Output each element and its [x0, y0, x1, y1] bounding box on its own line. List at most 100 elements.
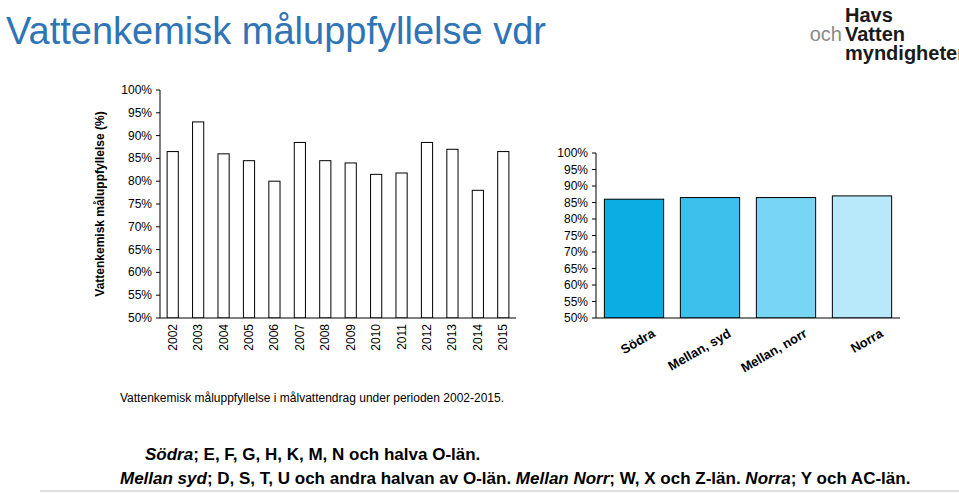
y-tick-label: 85% — [128, 151, 152, 165]
y-tick — [592, 219, 596, 220]
y-tick — [592, 169, 596, 170]
footnote-text: ; W, X och Z-län. — [609, 469, 745, 488]
divider — [40, 491, 959, 492]
footnote-text: Norra — [745, 469, 790, 488]
logo: HavsochVattenmyndigheten — [810, 4, 959, 64]
chart: 50%55%60%65%70%75%80%85%90%95%100%SödraM… — [557, 146, 900, 375]
y-tick-label: 70% — [564, 245, 588, 259]
logo-text: myndigheten — [845, 42, 959, 64]
y-tick-label: 95% — [128, 106, 152, 120]
y-tick — [156, 204, 160, 205]
x-tick-label: 2012 — [420, 324, 434, 351]
y-tick — [592, 153, 596, 154]
bar — [218, 154, 229, 318]
x-axis — [596, 318, 900, 319]
footnote-text: ; Y och AC-län. — [791, 469, 911, 488]
bar — [832, 196, 891, 318]
y-tick — [156, 318, 160, 319]
footnote-text: Södra — [145, 445, 193, 464]
y-tick-label: 50% — [128, 311, 152, 325]
bar — [167, 152, 178, 318]
page: Vattenkemisk måluppfyllelse vdr HavsochVa… — [0, 0, 959, 493]
y-tick-label: 100% — [121, 83, 152, 97]
bar — [193, 122, 204, 318]
y-tick-label: 75% — [564, 229, 588, 243]
footnote-text: ; E, F, G, H, K, M, N och halva O-län. — [193, 445, 480, 464]
y-tick-label: 60% — [564, 278, 588, 292]
y-tick — [156, 112, 160, 113]
y-tick-label: 100% — [557, 146, 588, 160]
x-tick-label: 2005 — [242, 324, 256, 351]
y-tick — [156, 272, 160, 273]
bar — [320, 161, 331, 318]
y-tick-label: 80% — [128, 174, 152, 188]
y-tick — [592, 235, 596, 236]
bar — [472, 190, 483, 318]
x-axis — [160, 318, 516, 319]
footnote-text: ; D, S, T, U och andra halvan av O-län. — [207, 469, 516, 488]
x-tick-label: 2014 — [471, 324, 485, 351]
y-tick-label: 55% — [128, 288, 152, 302]
bar — [756, 198, 815, 318]
caption: Vattenkemisk måluppfyllelse i målvattend… — [120, 391, 504, 405]
y-tick — [592, 252, 596, 253]
x-tick-label: 2002 — [166, 324, 180, 351]
y-tick-label: 85% — [564, 196, 588, 210]
y-tick-label: 70% — [128, 220, 152, 234]
y-tick — [592, 268, 596, 269]
bar — [269, 181, 280, 318]
x-tick-label: 2015 — [496, 324, 510, 351]
y-tick-label: 90% — [564, 179, 588, 193]
bar — [396, 173, 407, 318]
y-tick-label: 80% — [564, 212, 588, 226]
x-tick-label: 2008 — [318, 324, 332, 351]
x-tick-label: 2011 — [395, 324, 409, 350]
y-tick-label: 75% — [128, 197, 152, 211]
bar — [371, 174, 382, 318]
bar — [680, 198, 739, 318]
footnote-text: Mellan syd — [120, 469, 208, 488]
x-tick-label: Södra — [618, 325, 658, 357]
y-tick-label: 65% — [564, 262, 588, 276]
bar — [498, 152, 509, 318]
x-tick-label: 2007 — [293, 324, 307, 351]
bar — [294, 142, 305, 318]
y-tick — [156, 249, 160, 250]
y-tick — [592, 318, 596, 319]
y-tick — [156, 295, 160, 296]
bar — [345, 163, 356, 318]
bars — [167, 122, 509, 318]
bars — [604, 196, 891, 318]
y-tick — [592, 285, 596, 286]
y-tick — [592, 202, 596, 203]
y-tick — [156, 158, 160, 159]
bar — [243, 161, 254, 318]
y-tick — [156, 135, 160, 136]
footnote-line: Södra; E, F, G, H, K, M, N och halva O-l… — [145, 445, 480, 464]
y-tick-label: 60% — [128, 265, 152, 279]
x-tick-label: 2009 — [344, 324, 358, 351]
y-axis-label: Vattenkemisk måluppfyllelse (%) — [93, 111, 107, 296]
chart: 50% 55% 60% 65% 70% 75% 80% 85% 90% 95% 100% 2002 20… — [93, 83, 516, 405]
y-tick-label: 95% — [564, 163, 588, 177]
bar — [447, 149, 458, 318]
y-tick — [156, 226, 160, 227]
bar — [421, 142, 432, 318]
x-tick-label: Norra — [848, 325, 886, 356]
y-tick-label: 90% — [128, 129, 152, 143]
x-tick-label: Mellan, syd — [665, 326, 733, 374]
x-tick-label: 2004 — [217, 324, 231, 351]
logo-text: och — [810, 23, 842, 45]
y-tick-label: 55% — [564, 295, 588, 309]
x-tick-label: 2010 — [369, 324, 383, 351]
y-tick-label: 65% — [128, 243, 152, 257]
x-tick-label: 2003 — [191, 324, 205, 351]
x-tick-label: 2006 — [267, 324, 281, 351]
y-tick — [592, 301, 596, 302]
y-tick — [156, 181, 160, 182]
bar — [604, 199, 663, 318]
x-tick-label: 2013 — [445, 324, 459, 351]
y-tick — [156, 90, 160, 91]
y-tick — [592, 186, 596, 187]
title: Vattenkemisk måluppfyllelse vdr — [6, 10, 546, 52]
